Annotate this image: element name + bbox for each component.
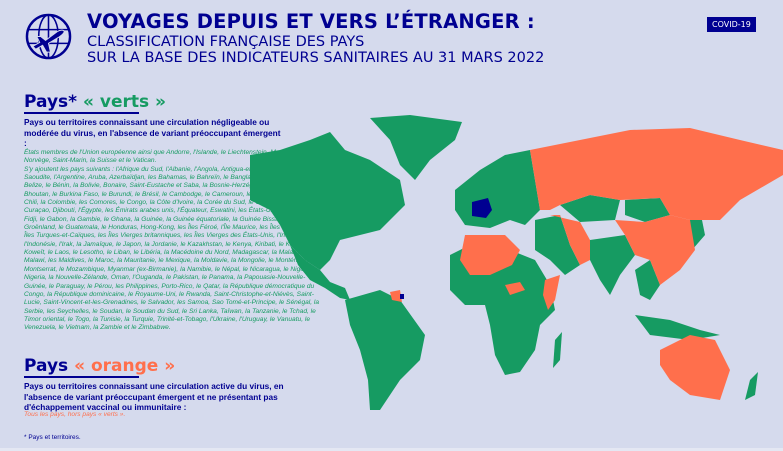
covid-badge: COVID-19 <box>707 17 756 32</box>
subtitle-line-1: CLASSIFICATION FRANÇAISE DES PAYS <box>87 34 365 50</box>
french-guiana-highlight <box>400 294 404 299</box>
world-map <box>250 115 783 410</box>
orange-title-prefix: Pays <box>24 356 75 376</box>
green-countries-list: États membres de l'Union européenne ains… <box>24 149 324 333</box>
orange-section-title: Pays « orange » <box>24 356 175 376</box>
green-list-eu: États membres de l'Union européenne ains… <box>24 149 303 165</box>
orange-countries-list: Tous les pays, hors pays « verts ». <box>24 411 126 418</box>
green-title-quoted: « verts » <box>82 92 167 112</box>
page-subtitle: CLASSIFICATION FRANÇAISE DES PAYS SUR LA… <box>87 34 544 66</box>
orange-section-divider <box>24 376 139 378</box>
green-section-description: Pays ou territoires connaissant une circ… <box>24 117 281 148</box>
green-list-others: S'y ajoutent les pays suivants : l'Afriq… <box>24 165 322 332</box>
globe-airplane-icon <box>25 13 72 60</box>
subtitle-line-2: SUR LA BASE DES INDICATEURS SANITAIRES A… <box>87 50 545 66</box>
france-highlight <box>472 198 492 218</box>
orange-section-description: Pays ou territoires connaissant une circ… <box>24 381 284 412</box>
page-title: VOYAGES DEPUIS ET VERS L’ÉTRANGER : <box>87 10 535 33</box>
footnote: * Pays et territoires. <box>24 434 81 441</box>
orange-title-quoted: « orange » <box>74 356 176 376</box>
green-countries <box>250 115 758 410</box>
bottom-border <box>0 448 783 451</box>
green-section-title: Pays* « verts » <box>24 92 166 112</box>
green-section-divider <box>24 112 139 114</box>
green-title-prefix: Pays* <box>24 92 83 112</box>
orange-countries <box>390 128 783 400</box>
